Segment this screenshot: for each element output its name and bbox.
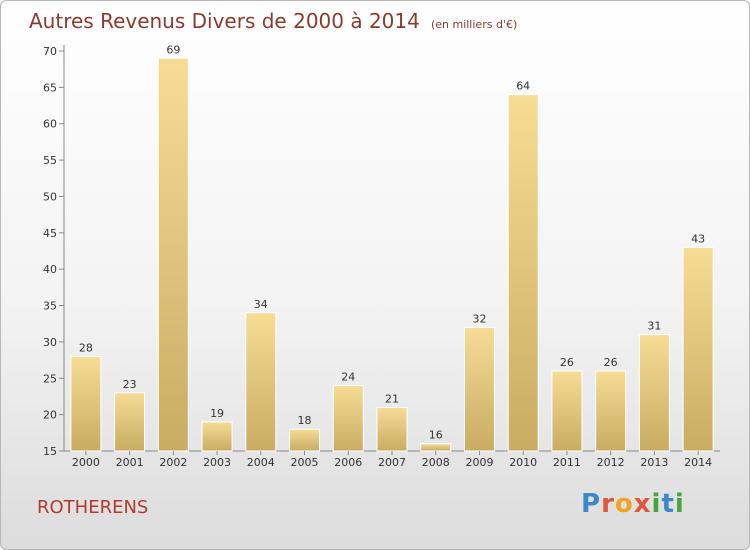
place-name: ROTHERENS xyxy=(37,497,149,518)
bar xyxy=(70,355,102,452)
bar xyxy=(376,406,408,452)
logo-letter: r xyxy=(601,489,615,519)
logo-letter: o xyxy=(614,489,634,519)
bar-value-label: 43 xyxy=(691,232,705,245)
bar-value-label: 64 xyxy=(516,80,530,93)
x-tick-label: 2014 xyxy=(684,456,712,469)
x-tick-label: 2003 xyxy=(203,456,231,469)
bar xyxy=(289,428,321,452)
logo-letter: P xyxy=(581,489,602,519)
bar-value-label: 26 xyxy=(604,356,618,369)
bar xyxy=(245,312,277,452)
y-tick-label: 35 xyxy=(43,300,57,313)
x-tick-label: 2013 xyxy=(640,456,668,469)
chart-title-block: Autres Revenus Divers de 2000 à 2014 (en… xyxy=(29,9,517,33)
logo-letter: x xyxy=(633,489,652,519)
x-tick-label: 2011 xyxy=(553,456,581,469)
bar-value-label: 32 xyxy=(472,312,486,325)
bar-value-label: 16 xyxy=(429,429,443,442)
y-tick-label: 55 xyxy=(43,154,57,167)
y-tick-label: 70 xyxy=(43,45,57,58)
bar xyxy=(507,94,539,452)
x-tick-label: 2007 xyxy=(378,456,406,469)
bar-value-label: 69 xyxy=(166,43,180,56)
x-tick-label: 2012 xyxy=(597,456,625,469)
bar-value-label: 18 xyxy=(298,414,312,427)
bar-value-label: 34 xyxy=(254,298,268,311)
x-tick-label: 2005 xyxy=(291,456,319,469)
x-tick-label: 2008 xyxy=(422,456,450,469)
bar xyxy=(638,334,670,452)
x-tick-label: 2002 xyxy=(159,456,187,469)
y-tick-label: 50 xyxy=(43,190,57,203)
y-tick-label: 40 xyxy=(43,263,57,276)
bar-value-label: 21 xyxy=(385,392,399,405)
x-tick-label: 2006 xyxy=(334,456,362,469)
logo-letter: i xyxy=(651,489,662,519)
x-tick-label: 2001 xyxy=(116,456,144,469)
bar-value-label: 31 xyxy=(647,320,661,333)
bar-value-label: 28 xyxy=(79,341,93,354)
logo-letter: i xyxy=(674,489,685,519)
chart-subtitle: (en milliers d'€) xyxy=(430,18,518,31)
logo-letter: t xyxy=(661,489,675,519)
y-tick-label: 65 xyxy=(43,81,57,94)
bar-value-label: 26 xyxy=(560,356,574,369)
bar-value-label: 19 xyxy=(210,407,224,420)
x-tick-label: 2009 xyxy=(465,456,493,469)
proxiti-logo: Proxiti xyxy=(581,489,685,519)
x-tick-label: 2004 xyxy=(247,456,275,469)
chart-title: Autres Revenus Divers de 2000 à 2014 xyxy=(29,9,420,33)
bar xyxy=(551,370,583,452)
bar xyxy=(332,385,364,452)
bar xyxy=(114,392,146,452)
x-tick-label: 2000 xyxy=(72,456,100,469)
y-tick-label: 60 xyxy=(43,118,57,131)
bar xyxy=(595,370,627,452)
y-tick-label: 45 xyxy=(43,227,57,240)
bar xyxy=(682,246,714,452)
bar xyxy=(157,57,189,452)
bar xyxy=(463,326,495,452)
bar xyxy=(420,443,452,452)
bar-value-label: 23 xyxy=(123,378,137,391)
y-tick-label: 15 xyxy=(43,445,57,458)
x-tick-label: 2010 xyxy=(509,456,537,469)
y-tick-label: 30 xyxy=(43,336,57,349)
y-tick-label: 20 xyxy=(43,409,57,422)
y-tick-label: 25 xyxy=(43,372,57,385)
bar xyxy=(201,421,233,452)
bar-value-label: 24 xyxy=(341,371,355,384)
